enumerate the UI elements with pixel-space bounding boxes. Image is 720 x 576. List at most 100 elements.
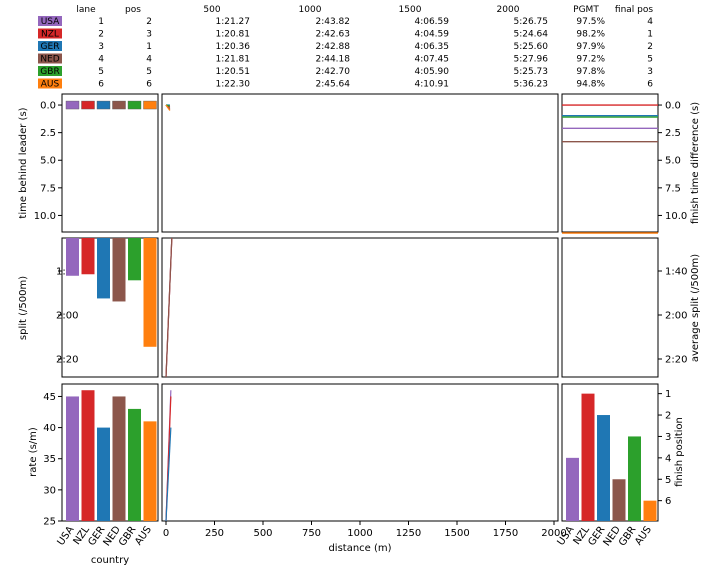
table-header-5: 2000	[497, 5, 520, 15]
y-axis-label: finish time difference (s)	[690, 102, 701, 224]
panel-time-behind-lines	[161, 93, 559, 233]
finish-bar-ned	[612, 479, 626, 521]
rate-bar-ned	[112, 396, 126, 521]
country-code: USA	[41, 17, 60, 27]
y-tick-label: 3	[665, 432, 671, 443]
table-header-6: PGMT	[573, 5, 599, 15]
cell-pos: 6	[146, 80, 152, 90]
y-tick-label: 5	[665, 475, 671, 486]
rate-bar-ger	[97, 427, 110, 521]
category-tick-label: USA	[56, 524, 77, 547]
cell-lane: 6	[98, 80, 104, 90]
split-bar-aus	[143, 238, 157, 347]
gap-series-line	[165, 104, 171, 111]
cell-pgmt: 94.8%	[576, 80, 605, 90]
cell-t2000: 5:36.23	[513, 80, 548, 90]
country-swatch	[38, 53, 62, 64]
cell-t500: 1:21.27	[215, 17, 250, 27]
country-swatch	[38, 28, 62, 39]
split-bar-nzl	[81, 238, 95, 275]
y-tick-label: 7.5	[40, 183, 56, 194]
x-tick-label: 250	[205, 528, 224, 539]
split-bar-ger	[97, 238, 110, 299]
y-tick-label: 2:20	[56, 355, 78, 366]
y-tick-label: 40	[43, 423, 56, 434]
cell-t1500: 4:07.45	[414, 55, 449, 65]
cell-lane: 5	[98, 67, 104, 77]
x-tick-label: 0	[163, 528, 169, 539]
cell-t2000: 5:24.64	[513, 30, 548, 40]
cell-t500: 1:20.51	[215, 67, 250, 77]
y-tick-label: 2.5	[665, 128, 681, 139]
country-swatch	[38, 41, 62, 51]
cell-t1000: 2:45.64	[315, 80, 350, 90]
y-axis-label: average split (/500m)	[690, 254, 701, 362]
split-bar-usa	[66, 238, 79, 276]
table-header-3: 1000	[299, 5, 322, 15]
rate-bar-aus	[143, 421, 157, 521]
cell-t500: 1:20.36	[215, 42, 250, 52]
y-axis-label: split (/500m)	[18, 276, 29, 340]
finish-bar-nzl	[581, 393, 595, 521]
y-tick-label: 0.0	[40, 101, 56, 112]
y-tick-label: 5.0	[665, 156, 681, 167]
cell-pos: 1	[146, 42, 152, 52]
split-bar-ned	[112, 238, 126, 302]
table-header-1: pos	[125, 5, 141, 15]
table-row: AUS 6 6 1:22.30 2:45.64 4:10.91 5:36.23 94.8% 6	[38, 78, 653, 90]
y-tick-label: 6	[665, 496, 671, 507]
y-tick-label: 2:20	[665, 355, 687, 366]
left-top-yticks: 0.0 2.5 5.0 7.5 10.0	[34, 101, 62, 222]
cell-t2000: 5:26.75	[513, 17, 548, 27]
cell-pos: 5	[146, 67, 152, 77]
cell-final: 3	[647, 67, 653, 77]
x-tick-label: 1750	[493, 528, 518, 539]
left-bot-yticks: 25 30 35 40 45	[43, 392, 62, 528]
cell-lane: 2	[98, 30, 104, 40]
cell-pgmt: 98.2%	[576, 30, 605, 40]
y-tick-label: 0.0	[665, 101, 681, 112]
table-header-7: final pos	[615, 5, 653, 15]
table-header-2: 500	[203, 5, 220, 15]
cell-final: 1	[647, 30, 653, 40]
y-tick-label: 25	[43, 517, 56, 528]
country-swatch	[38, 78, 62, 89]
category-tick-label: AUS	[133, 524, 154, 547]
category-tick-label: GBR	[617, 524, 638, 548]
x-axis-distance: 0 250 500 750 1000 1250 1500 1750 2000	[163, 521, 567, 539]
cell-pos: 4	[146, 55, 152, 65]
y-tick-label: 10.0	[34, 211, 56, 222]
panel-rate-lines	[161, 383, 559, 522]
results-table: lane pos 500 1000 1500 2000 PGMT final pos USA 1 2…	[38, 5, 653, 90]
cell-t1000: 2:42.70	[315, 67, 350, 77]
flag-gbr	[127, 100, 142, 110]
table-row: GBR 5 5 1:20.51 2:42.70 4:05.90 5:25.73 97.8% 3	[38, 66, 653, 77]
y-axis-label: time behind leader (s)	[18, 107, 29, 218]
rate-series-line	[165, 427, 172, 522]
y-tick-label: 30	[43, 485, 56, 496]
cell-t1000: 2:43.82	[315, 17, 350, 27]
table-row: USA 1 2 1:21.27 2:43.82 4:06.59 5:26.75 97.5% 4	[38, 16, 653, 27]
cell-t500: 1:22.30	[215, 80, 250, 90]
flag-aus	[143, 100, 157, 110]
finish-bar-aus	[643, 500, 657, 521]
cell-pgmt: 97.5%	[576, 17, 605, 27]
cell-t1500: 4:06.59	[414, 17, 449, 27]
cell-t1000: 2:42.63	[315, 30, 350, 40]
cell-t2000: 5:25.60	[513, 42, 548, 52]
x-tick-label: 1500	[444, 528, 469, 539]
finish-bar-ger	[597, 415, 610, 521]
cell-pos: 2	[146, 17, 152, 27]
right-bot-yticks: 1 2 3 4 5 6	[658, 389, 671, 507]
y-tick-label: 1	[665, 389, 671, 400]
y-axis-label: finish position	[674, 417, 685, 487]
finish-bar-gbr	[628, 436, 641, 521]
cell-lane: 1	[98, 17, 104, 27]
table-row: GER 3 1 1:20.36 2:42.88 4:06.35 5:25.60 97.9% 2	[38, 41, 653, 52]
cell-t500: 1:21.81	[215, 55, 250, 65]
category-tick-label: GBR	[117, 524, 138, 548]
cell-t1500: 4:06.35	[414, 42, 449, 52]
flag-nzl	[81, 100, 95, 110]
